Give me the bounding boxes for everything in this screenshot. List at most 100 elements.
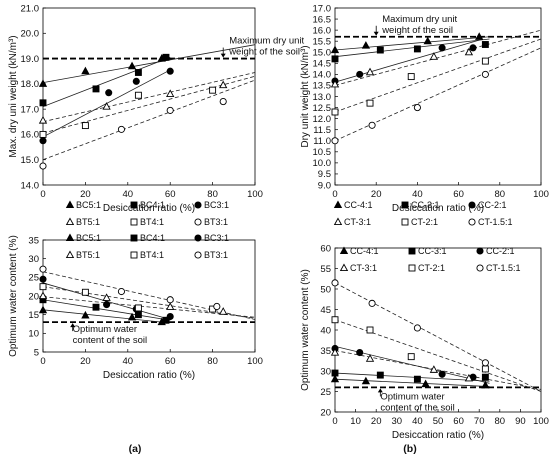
x-tick-label: 20: [80, 189, 91, 200]
y-tick-label: 14.0: [313, 70, 332, 81]
y-tick-label: 25: [28, 273, 39, 284]
data-point-bc4-1: [162, 53, 170, 61]
data-point-bt3-1: [213, 302, 221, 311]
legend: BC5:1 BC4:1 BC3:1 BT5:1 BT4:1 BT3:1: [65, 233, 229, 260]
data-point-cc-3-1: [376, 46, 384, 54]
data-point-ct-1-5-1: [481, 359, 489, 367]
annotation-arrowhead: [220, 53, 226, 58]
reference-annotation-line: weight of the soil: [381, 25, 453, 36]
y-tick-label: 30: [320, 366, 331, 377]
annotation-arrowhead: [373, 31, 379, 36]
y-tick-label: 17.0: [313, 3, 332, 14]
legend-marker: [408, 247, 416, 255]
y-tick-label: 20.0: [21, 29, 40, 40]
data-point-ct-2-1: [331, 108, 339, 116]
y-tick-label: 15.0: [313, 48, 332, 59]
legend-label: BT5:1: [76, 217, 100, 227]
data-point-ct-1-5-1: [331, 279, 339, 287]
x-tick-label: 60: [165, 356, 176, 367]
data-point-ct-2-1: [331, 316, 339, 324]
data-point-ct-3-1: [365, 354, 375, 362]
legend-label: CC-2:1: [486, 246, 515, 256]
y-tick-label: 12.5: [313, 103, 332, 114]
y-tick-label: 50: [320, 284, 331, 295]
data-point-ct-3-1: [330, 79, 340, 88]
data-point-cc-4-1: [361, 376, 371, 385]
legend-label: CT-2:1: [411, 217, 438, 227]
trend-line-cc-3-1: [334, 372, 490, 382]
trend-line-ct-1-5-1: [334, 47, 542, 142]
x-tick-label: 40: [412, 189, 423, 200]
y-tick-label: 9.0: [318, 180, 331, 191]
data-point-cc-4-1: [361, 41, 371, 49]
y-tick-label: 20: [28, 291, 39, 302]
data-point-bt5-1: [219, 307, 228, 315]
trend-line-bt3-1: [42, 271, 256, 320]
legend: CC-4:1 CC-3:1 CC-2:1 CT-3:1 CT-2:1 CT-1.5:1: [339, 246, 521, 273]
y-tick-label: 16.0: [21, 130, 40, 141]
trend-line-bc4-1: [42, 56, 171, 107]
y-tick-label: 45: [320, 305, 331, 316]
data-point-ct-1-5-1: [413, 104, 421, 112]
x-tick-label: 100: [533, 416, 549, 427]
x-tick-label: 0: [332, 416, 337, 427]
data-point-bc3-1: [166, 312, 174, 321]
trend-line-ct-1-5-1: [334, 282, 542, 392]
data-point-bt3-1: [117, 125, 125, 133]
trend-line-ct-3-1: [334, 29, 542, 86]
data-point-bt4-1: [39, 283, 47, 291]
data-point-bc4-1: [92, 303, 100, 311]
data-point-ct-2-1: [407, 73, 415, 81]
y-axis-label: Dry unit weight (kN/m³): [300, 45, 311, 147]
y-tick-label: 10.0: [313, 158, 332, 169]
data-point-bc4-1: [92, 85, 100, 93]
legend-label: CT-2:1: [418, 263, 445, 273]
data-point-bt5-1: [166, 89, 175, 98]
data-point-bt5-1: [38, 291, 48, 300]
data-point-ct-3-1: [330, 348, 340, 356]
data-point-bt4-1: [81, 288, 89, 296]
data-point-cc-3-1: [413, 45, 421, 53]
x-tick-label: 80: [495, 416, 506, 427]
y-tick-label: 15: [28, 310, 39, 321]
x-tick-label: 100: [533, 189, 549, 200]
y-tick-label: 16.5: [313, 14, 332, 25]
data-point-bc5-1: [38, 305, 48, 314]
data-point-ct-3-1: [365, 67, 375, 76]
y-axis-label: Optimum water content (%): [300, 269, 311, 391]
data-point-cc-3-1: [331, 369, 339, 377]
data-point-ct-2-1: [366, 326, 374, 334]
data-point-ct-1-5-1: [368, 121, 376, 129]
data-point-cc-2-1: [469, 44, 477, 52]
y-tick-label: 10: [28, 329, 39, 340]
y-tick-label: 15.0: [21, 155, 40, 166]
data-point-cc-3-1: [413, 375, 421, 383]
y-tick-label: 25: [320, 387, 331, 398]
x-tick-label: 40: [123, 189, 134, 200]
data-point-bt3-1: [166, 106, 174, 114]
legend-marker: [65, 250, 75, 259]
x-tick-label: 0: [40, 356, 45, 367]
data-point-bt5-1: [102, 102, 111, 110]
trend-line-bc5-1: [42, 44, 256, 83]
y-tick-label: 10.5: [313, 147, 332, 158]
x-tick-label: 60: [453, 416, 464, 427]
x-tick-label: 10: [350, 416, 361, 427]
chart-max-dry-unit-weight-b-series: 14.0 15.0 16.0 17.0 18.0 19.0 20.0 21.0 0 20 40 60 8…: [8, 3, 305, 227]
data-point-bc5-1: [81, 310, 90, 319]
legend-label: BT4:1: [140, 217, 164, 227]
legend: BC5:1 BC4:1 BC3:1 BT5:1 BT4:1 BT3:1: [65, 200, 229, 227]
annotation-arrowhead: [377, 388, 383, 393]
legend-label: BC5:1: [76, 233, 101, 243]
x-tick-label: 0: [332, 189, 337, 200]
reference-annotation-line: Maximum dry unit: [382, 14, 457, 25]
data-point-bc3-1: [103, 301, 111, 309]
x-axis-label: Desiccation ratio (%): [103, 203, 195, 214]
y-tick-label: 35: [320, 346, 331, 357]
data-point-bt5-1: [38, 115, 48, 124]
x-tick-label: 60: [165, 189, 176, 200]
data-point-bc5-1: [127, 61, 137, 70]
y-tick-label: 15.5: [313, 36, 332, 47]
reference-annotation-line: Maximum dry unit: [229, 36, 304, 47]
x-axis-label: Desiccation ratio (%): [392, 203, 484, 214]
